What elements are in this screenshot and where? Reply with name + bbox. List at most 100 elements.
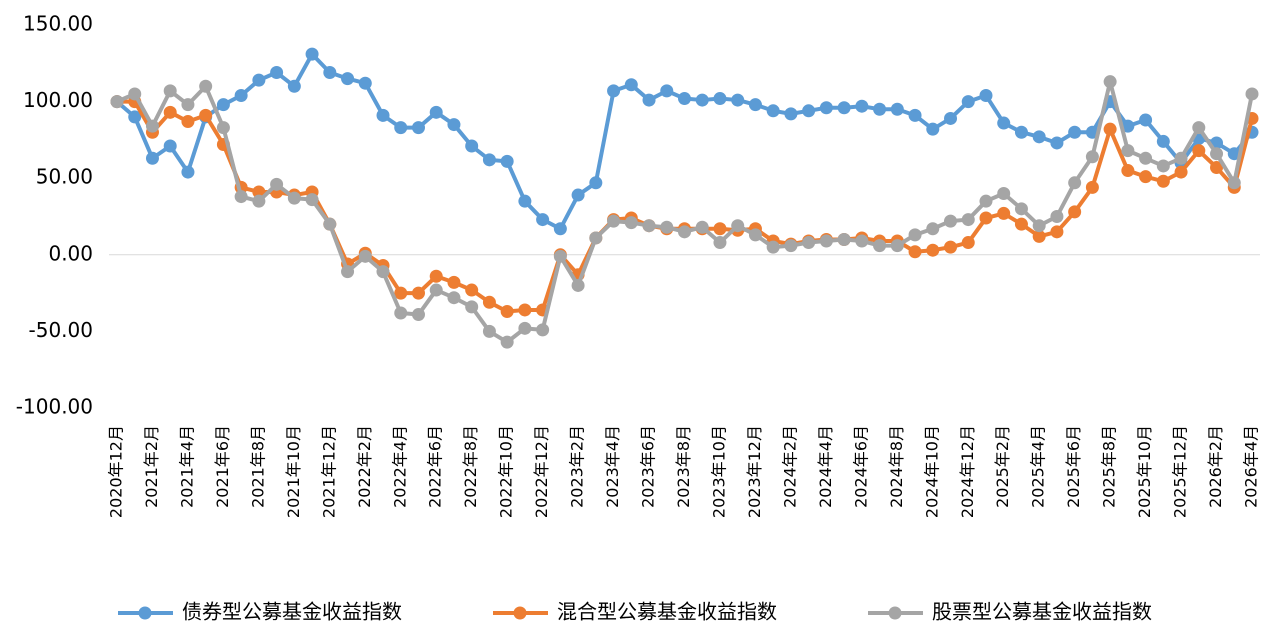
x-tick-label: 2024年2月 <box>780 425 799 508</box>
x-tick-label: 2021年2月 <box>142 425 161 508</box>
point <box>163 139 177 153</box>
x-tick-label: 2022年2月 <box>355 425 374 508</box>
point <box>873 239 887 253</box>
point <box>199 108 213 122</box>
x-tick-label: 2025年12月 <box>1171 425 1190 518</box>
point <box>1210 160 1224 174</box>
point <box>553 249 567 263</box>
point <box>802 104 816 118</box>
x-tick-label: 2022年10月 <box>497 425 516 518</box>
point <box>465 139 479 153</box>
point <box>802 236 816 250</box>
point <box>252 194 266 208</box>
point <box>1174 165 1188 179</box>
point <box>341 265 355 279</box>
legend-marker <box>888 606 902 620</box>
x-tick-label: 2025年8月 <box>1100 425 1119 508</box>
point <box>163 84 177 98</box>
point <box>252 185 266 199</box>
legend-marker <box>138 606 152 620</box>
point <box>660 84 674 98</box>
point <box>429 283 443 297</box>
point <box>890 102 904 116</box>
point <box>678 92 691 106</box>
point <box>926 122 940 136</box>
point <box>199 79 213 93</box>
x-tick-label: 2025年6月 <box>1064 425 1083 508</box>
y-tick-label: 100.00 <box>23 88 93 112</box>
point <box>766 240 780 254</box>
point <box>944 111 958 125</box>
point <box>873 102 887 116</box>
legend-label: 股票型公募基金收益指数 <box>932 600 1152 624</box>
point <box>1156 134 1170 148</box>
y-tick-label: 50.00 <box>36 165 93 189</box>
point <box>1032 130 1046 144</box>
point <box>1050 136 1064 150</box>
x-tick-label: 2020年12月 <box>107 425 126 518</box>
x-tick-label: 2022年4月 <box>390 425 409 508</box>
point <box>270 65 284 79</box>
point <box>1068 205 1082 219</box>
point <box>713 222 727 236</box>
point <box>1050 225 1064 239</box>
point <box>1085 180 1099 194</box>
x-tick-label: 2023年8月 <box>674 425 693 508</box>
point <box>323 65 337 79</box>
point <box>961 95 975 109</box>
point <box>252 73 266 87</box>
point <box>642 93 656 107</box>
point <box>1103 75 1117 89</box>
point <box>500 335 514 349</box>
point <box>216 121 230 135</box>
point <box>713 92 727 106</box>
point <box>571 278 585 292</box>
point <box>1227 176 1241 190</box>
legend-label: 债券型公募基金收益指数 <box>182 600 402 624</box>
point <box>908 108 922 122</box>
point <box>1014 202 1028 216</box>
x-tick-label: 2022年6月 <box>426 425 445 508</box>
point <box>997 187 1011 201</box>
point <box>305 47 319 61</box>
point <box>784 107 798 121</box>
point <box>518 303 532 317</box>
point <box>926 243 940 257</box>
point <box>678 225 691 239</box>
point <box>961 236 975 250</box>
point <box>1156 174 1170 188</box>
point <box>305 193 319 207</box>
point <box>482 153 496 167</box>
point <box>1121 164 1135 178</box>
point <box>482 295 496 309</box>
point <box>145 151 159 165</box>
point <box>1245 87 1259 101</box>
point <box>234 190 248 204</box>
point <box>500 304 514 318</box>
point <box>447 118 461 132</box>
point <box>1139 113 1153 127</box>
x-tick-label: 2023年10月 <box>709 425 728 518</box>
point <box>482 324 496 338</box>
point <box>1121 144 1135 158</box>
point <box>926 222 940 236</box>
x-tick-label: 2024年4月 <box>816 425 835 508</box>
point <box>1050 210 1064 223</box>
point <box>181 98 195 112</box>
point <box>287 79 301 93</box>
series <box>110 95 1259 318</box>
point <box>1068 125 1082 139</box>
point <box>394 286 408 300</box>
point <box>837 101 851 115</box>
x-tick-label: 2022年12月 <box>532 425 551 518</box>
point <box>624 216 638 230</box>
point <box>695 220 709 234</box>
point <box>1014 125 1028 139</box>
point <box>536 323 550 337</box>
x-tick-label: 2026年4月 <box>1242 425 1261 508</box>
point <box>713 236 727 250</box>
x-tick-label: 2021年4月 <box>177 425 196 508</box>
point <box>944 240 958 254</box>
x-tick-label: 2023年4月 <box>603 425 622 508</box>
